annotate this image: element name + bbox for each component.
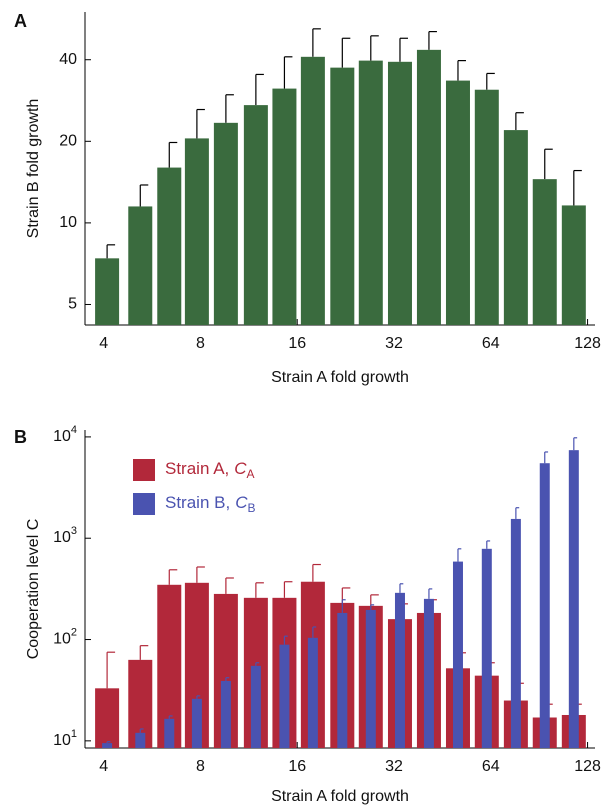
legend-symbol: C	[234, 459, 247, 478]
bar	[330, 67, 355, 326]
y-tick-label: 102	[53, 626, 77, 647]
bar	[445, 80, 470, 325]
y-axis-label: Cooperation level C	[25, 519, 42, 660]
bar	[387, 61, 412, 326]
legend-symbol: C	[235, 493, 248, 512]
bar	[539, 463, 550, 748]
bar	[532, 179, 557, 325]
x-tick-label: 32	[385, 758, 403, 775]
legend-swatch	[133, 493, 155, 515]
legend-swatch	[133, 459, 155, 481]
y-tick-label: 101	[53, 728, 77, 749]
bar	[250, 665, 261, 748]
bar	[135, 732, 146, 748]
bar	[157, 167, 182, 325]
x-tick-label: 16	[288, 758, 306, 775]
bar	[358, 60, 383, 326]
y-tick-label: 10	[59, 214, 77, 231]
bar	[307, 637, 318, 748]
bar	[337, 612, 348, 748]
bar	[561, 205, 586, 325]
x-tick-label: 64	[482, 758, 500, 775]
x-tick-label: 32	[385, 335, 403, 352]
bar	[243, 105, 268, 325]
legend-name: Strain A,	[165, 459, 229, 478]
x-tick-label: 4	[99, 758, 108, 775]
bar	[95, 258, 120, 325]
bar	[365, 609, 376, 748]
tick-base: 10	[53, 529, 71, 546]
bar	[300, 56, 325, 325]
x-tick-label: 8	[196, 335, 205, 352]
bar	[102, 743, 113, 748]
tick-exponent: 4	[71, 424, 77, 436]
y-tick-label: 20	[59, 133, 77, 150]
x-tick-label: 128	[574, 758, 601, 775]
tick-base: 10	[53, 631, 71, 648]
x-tick-label: 128	[574, 335, 601, 352]
bar	[394, 592, 405, 748]
bar	[128, 206, 153, 325]
bar	[423, 598, 434, 748]
tick-base: 10	[53, 428, 71, 445]
x-tick-label: 16	[288, 335, 306, 352]
y-tick-label: 5	[68, 296, 77, 313]
x-axis-label: Strain A fold growth	[271, 369, 409, 386]
bar	[416, 49, 441, 325]
bar	[95, 688, 120, 748]
legend-label: Strain A, CA	[165, 459, 255, 481]
legend-name: Strain B,	[165, 493, 230, 512]
bar	[510, 518, 521, 748]
panel-label: B	[14, 427, 27, 447]
x-tick-label: 64	[482, 335, 500, 352]
bar	[503, 130, 528, 325]
bar	[481, 548, 492, 748]
bar	[164, 718, 175, 748]
x-axis-label: Strain A fold growth	[271, 788, 409, 805]
y-axis-label: Strain B fold growth	[25, 99, 42, 239]
tick-exponent: 1	[71, 728, 77, 740]
bar	[213, 122, 238, 325]
y-tick-label: 103	[53, 525, 77, 546]
bar	[220, 680, 231, 748]
legend-subscript: B	[247, 501, 255, 515]
bar	[191, 698, 202, 748]
y-tick-label: 40	[59, 51, 77, 68]
bar	[474, 89, 499, 325]
bar	[568, 450, 579, 748]
bar	[272, 88, 297, 325]
tick-base: 10	[53, 732, 71, 749]
tick-exponent: 2	[71, 626, 77, 638]
legend-label: Strain B, CB	[165, 493, 256, 515]
bar	[184, 138, 209, 325]
bar	[452, 561, 463, 748]
y-tick-label: 104	[53, 424, 77, 445]
x-tick-label: 8	[196, 758, 205, 775]
x-tick-label: 4	[99, 335, 108, 352]
bar	[279, 644, 290, 748]
tick-exponent: 3	[71, 525, 77, 537]
panel-label: A	[14, 11, 27, 31]
legend-subscript: A	[247, 467, 255, 481]
